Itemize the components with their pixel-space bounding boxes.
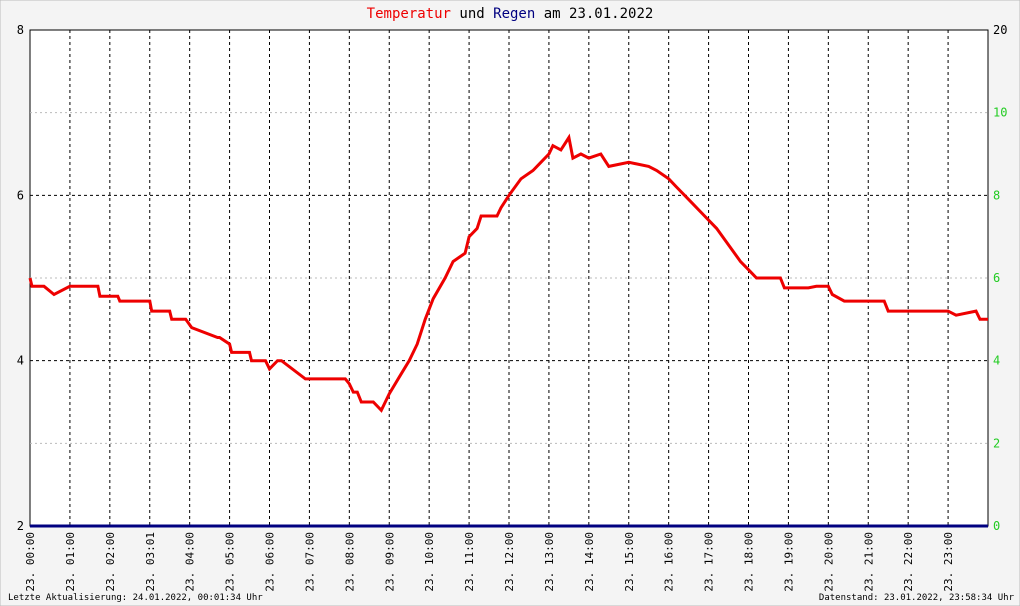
- footer-left: Letzte Aktualisierung: 24.01.2022, 00:01…: [8, 593, 263, 603]
- y2-tick-label: 0: [993, 519, 1000, 533]
- x-tick-label: 23. 17:00: [703, 532, 716, 592]
- y-tick-label: 4: [17, 354, 24, 368]
- x-tick-label: 23. 18:00: [743, 532, 756, 592]
- x-tick-label: 23. 16:00: [663, 532, 676, 592]
- x-tick-label: 23. 13:00: [543, 532, 556, 592]
- chart-title: Temperatur und Regen am 23.01.2022: [367, 6, 654, 22]
- x-tick-label: 23. 05:00: [224, 532, 237, 592]
- y2-tick-label: 8: [993, 188, 1000, 202]
- x-tick-label: 23. 00:00: [24, 532, 37, 592]
- title-part: und: [459, 6, 484, 22]
- x-tick-label: 23. 11:00: [463, 532, 476, 592]
- y2-tick-label: 6: [993, 271, 1000, 285]
- y-tick-label: 2: [17, 519, 24, 533]
- x-tick-label: 23. 20:00: [822, 532, 835, 592]
- x-tick-label: 23. 02:00: [104, 532, 117, 592]
- y-tick-label: 8: [17, 23, 24, 37]
- x-tick-label: 23. 06:00: [264, 532, 277, 592]
- y2-tick-label: 20: [993, 23, 1007, 37]
- y2-tick-label: 2: [993, 436, 1000, 450]
- footer-right: Datenstand: 23.01.2022, 23:58:34 Uhr: [819, 593, 1015, 603]
- x-tick-label: 23. 03:01: [144, 532, 157, 592]
- title-part: Regen: [493, 6, 535, 22]
- series-line: [28, 133, 988, 413]
- x-tick-label: 23. 15:00: [623, 532, 636, 592]
- x-tick-label: 23. 10:00: [423, 532, 436, 592]
- x-tick-label: 23. 19:00: [782, 532, 795, 592]
- y2-tick-label: 4: [993, 354, 1000, 368]
- x-tick-label: 23. 08:00: [343, 532, 356, 592]
- x-tick-label: 23. 22:00: [902, 532, 915, 592]
- x-tick-label: 23. 01:00: [64, 532, 77, 592]
- y2-tick-label: 10: [993, 106, 1007, 120]
- x-tick-label: 23. 12:00: [503, 532, 516, 592]
- x-tick-label: 23. 23:00: [942, 532, 955, 592]
- title-part: Temperatur: [367, 6, 451, 22]
- x-tick-label: 23. 07:00: [303, 532, 316, 592]
- x-tick-label: 23. 04:00: [184, 532, 197, 592]
- y-tick-label: 6: [17, 188, 24, 202]
- x-tick-label: 23. 21:00: [862, 532, 875, 592]
- title-part: am 23.01.2022: [544, 6, 654, 22]
- x-tick-label: 23. 14:00: [583, 532, 596, 592]
- x-tick-label: 23. 09:00: [383, 532, 396, 592]
